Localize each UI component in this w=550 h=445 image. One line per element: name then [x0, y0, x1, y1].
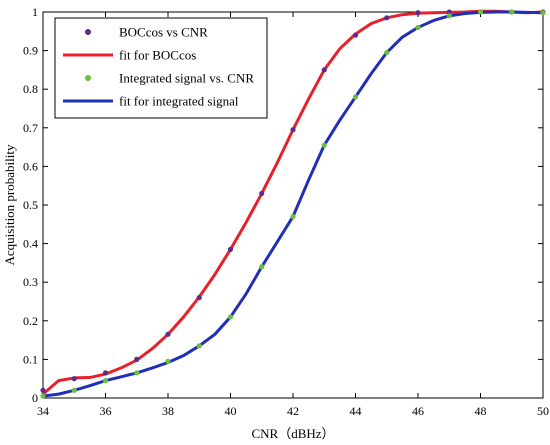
data-point: [134, 356, 140, 362]
data-point: [290, 127, 296, 133]
x-tick-label: 38: [162, 404, 174, 418]
data-point: [227, 246, 234, 252]
y-tick-label: 0.8: [23, 82, 38, 96]
data-point: [134, 370, 140, 376]
x-axis-title: CNR（dBHz）: [251, 426, 334, 441]
legend-label: fit for BOCcos: [119, 48, 196, 63]
y-tick-label: 0.5: [23, 198, 38, 212]
data-point: [102, 370, 109, 376]
data-point: [196, 295, 202, 301]
data-point: [540, 10, 546, 16]
data-point: [290, 213, 296, 220]
x-tick-label: 48: [475, 404, 487, 418]
y-tick-label: 0.1: [23, 352, 38, 366]
data-point: [352, 32, 359, 38]
y-tick-label: 0: [32, 391, 38, 405]
data-point: [71, 376, 77, 382]
data-point: [477, 9, 484, 15]
data-point: [165, 358, 171, 364]
x-tick-label: 42: [287, 404, 299, 418]
legend-swatch-marker: [85, 75, 91, 81]
data-point: [446, 9, 452, 15]
legend: BOCcos vs CNR fit for BOCcos Integrated si…: [54, 17, 268, 119]
data-point: [196, 343, 202, 349]
data-point: [384, 15, 390, 21]
x-tick-label: 44: [350, 404, 362, 418]
data-point: [227, 314, 234, 320]
x-axis: 34 36 38 40 42 44 46 48 50: [37, 12, 549, 418]
data-point: [40, 393, 46, 399]
y-tick-label: 0.4: [23, 237, 38, 251]
data-point: [321, 67, 327, 73]
data-point: [321, 142, 327, 148]
data-point: [259, 190, 265, 197]
x-tick-label: 46: [412, 404, 424, 418]
data-point: [165, 331, 171, 337]
data-point: [259, 264, 265, 270]
y-tick-label: 0.6: [23, 159, 38, 173]
data-point: [40, 387, 46, 393]
data-point: [446, 13, 452, 19]
data-point: [509, 9, 515, 15]
y-axis: 0 0.1 0.2 0.3 0.4 0.5 0.6 0.7 0.8 0.9 1: [23, 5, 543, 405]
data-point: [71, 387, 77, 393]
data-point: [384, 49, 390, 56]
series-layer: [40, 9, 546, 399]
data-point: [102, 378, 109, 384]
y-tick-label: 0.7: [23, 121, 38, 135]
legend-label: fit for integrated signal: [119, 94, 239, 109]
y-tick-label: 0.2: [23, 314, 38, 328]
data-point: [352, 94, 359, 100]
y-axis-title: Acquisition probability: [2, 144, 17, 265]
legend-label: BOCcos vs CNR: [119, 25, 208, 40]
legend-label: Integrated signal vs. CNR: [119, 71, 254, 86]
y-tick-label: 1: [32, 5, 38, 19]
y-tick-label: 0.9: [23, 44, 38, 58]
data-point: [415, 24, 421, 31]
x-tick-label: 34: [37, 404, 49, 418]
data-point: [415, 10, 421, 16]
y-tick-label: 0.3: [23, 275, 38, 289]
x-tick-label: 36: [100, 404, 112, 418]
legend-swatch-marker: [85, 29, 91, 35]
x-tick-label: 40: [225, 404, 237, 418]
x-tick-label: 50: [537, 404, 549, 418]
